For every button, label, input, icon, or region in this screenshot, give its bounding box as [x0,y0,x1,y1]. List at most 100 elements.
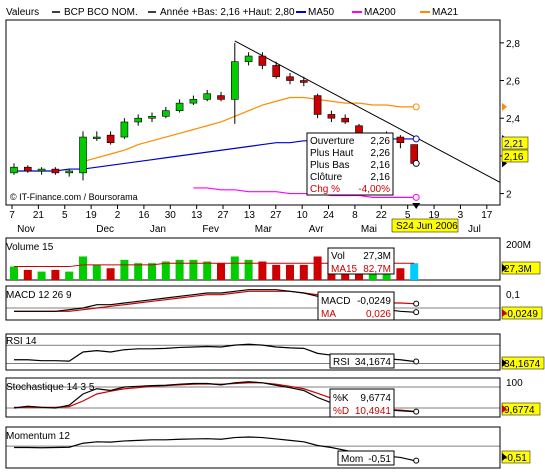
x-tick-label: 13 [244,210,256,221]
panel-title: Volume 15 [6,242,54,253]
end-marker [413,309,420,316]
volume-bar [10,266,18,280]
x-tick-label: 24 [323,210,335,221]
candle-body [189,99,198,104]
last-value-label: 27,3M [504,264,532,275]
info-box-value: 2,26 [371,148,391,159]
candle-body [134,117,142,123]
x-tick-label: 17 [481,210,493,221]
volume-bar [286,264,294,280]
x-tick-label: 16 [138,210,150,221]
volume-bar [37,271,46,280]
panel-frame [5,19,501,206]
x-tick-label: 7 [9,210,15,221]
info-box-value: 82,7M [363,264,391,275]
panel-frame [5,426,501,469]
legend-label: Année +Bas: 2,16 +Haut: 2,80 [160,7,295,18]
ma21-line [82,96,415,163]
x-tick-label: 13 [191,210,203,221]
info-box-label: MACD [321,296,350,307]
volume-bar [148,263,156,280]
month-label: Nov [17,224,35,235]
y-tick-label: 2 [506,190,512,201]
info-box-label: Vol [331,251,345,262]
info-box-value: 2,16 [371,160,391,171]
volume-bar [244,259,253,280]
candle-body [148,116,156,119]
end-marker [413,300,420,307]
y-tick-label: 100 [506,378,523,389]
info-box-value: 2,26 [371,136,391,147]
candle-body [175,102,184,111]
candle-body [244,55,253,62]
candle-body [65,170,73,174]
candle-body [79,136,87,174]
last-value-label: -0,0249 [504,309,538,320]
info-box-value: -0,0249 [357,296,391,307]
last-value-label: 2,21 [504,139,524,150]
y-tick-label: 2,6 [506,77,520,88]
panel-frame [5,237,501,281]
volume-bar [175,259,184,280]
candle-body [341,117,350,123]
month-label: Avr [309,224,324,235]
x-tick-label: 27 [270,210,282,221]
value-arrow [502,102,507,111]
volume-bar [120,259,129,280]
volume-bar [79,256,87,280]
y-tick-label: 2,8 [506,39,520,50]
info-box-value: -4,00% [358,184,390,195]
panel-title: Momentum 12 [6,431,70,442]
last-value-box [501,149,529,163]
candle-body [299,80,308,83]
volume-bar [161,261,170,280]
last-value-label: 9,6774 [504,405,535,416]
info-box [337,450,395,466]
x-tick-label: 10 [297,210,309,221]
volume-bar [258,261,267,280]
x-tick-label: 8 [352,210,358,221]
panel-title: Stochastique 14 3 5 [6,382,95,393]
candle-body [396,136,405,144]
y-tick-label: 200M [506,240,531,251]
end-marker [413,408,420,415]
volume-bar [396,268,405,280]
candle-body [272,65,281,78]
info-box-label: Ouverture [310,136,355,147]
month-label: Jul [468,224,481,235]
candle-body [37,168,46,172]
last-value-label: 2,16 [504,152,524,163]
month-label: Mar [255,224,273,235]
x-tick-label: 19 [428,210,440,221]
info-box [317,291,395,321]
date-badge: S24 Jun 2006 [396,221,458,232]
volume-bar [23,269,32,280]
candle-body [10,166,18,174]
volume-bar [106,268,115,280]
month-label: Jan [150,224,166,235]
info-box-label: Mom [341,454,363,465]
volume-bar [92,264,101,280]
x-tick-label: 21 [33,210,45,221]
candle-body [258,55,267,66]
last-value-label: -0,51 [504,453,527,464]
volume-bar [410,263,419,280]
end-marker [412,193,420,201]
info-box-value: 27,3M [363,251,391,262]
panel-frame [5,377,501,418]
x-tick-label: 3 [458,210,464,221]
info-box-label: MA15 [331,264,358,275]
candle-body [162,110,170,117]
month-label: Mai [361,224,377,235]
value-arrow [502,405,507,413]
volume-bar [272,264,281,280]
panel-frame [5,333,501,371]
end-marker [412,135,420,143]
panel-frame [5,285,501,321]
volume-bar [299,264,308,280]
volume-bar [134,263,143,280]
legend-label: MA21 [432,7,459,18]
x-tick-label: 2 [115,210,121,221]
watermark: © IT-Finance.com / Boursorama [10,192,138,202]
